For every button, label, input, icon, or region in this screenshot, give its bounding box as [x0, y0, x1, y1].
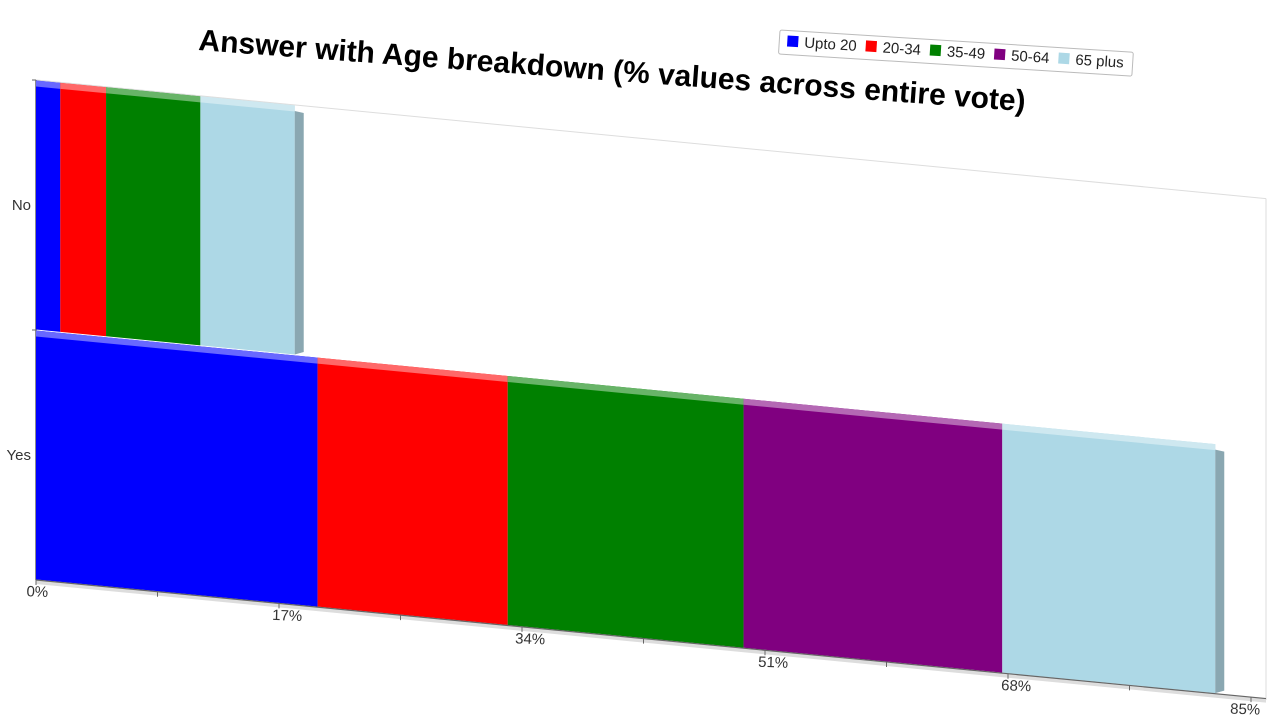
legend-label: 50-64 — [1011, 48, 1050, 67]
bar-no-20-34 — [60, 82, 107, 337]
bar-yes-20-34 — [317, 357, 508, 625]
bar-end-face — [1215, 449, 1225, 694]
legend-swatch — [786, 35, 799, 48]
bar-top-face — [743, 398, 1003, 430]
legend-swatch — [1058, 52, 1070, 65]
x-axis-line — [35, 579, 1267, 700]
frame-top-line — [35, 79, 1267, 200]
bar-top-face — [36, 330, 318, 364]
x-tick-label: 68% — [1001, 677, 1032, 695]
x-axis: 0% 17% 34% 51% 68% 85% — [26, 579, 1267, 719]
bar-top-face — [1002, 423, 1216, 451]
category-label-yes: Yes — [7, 447, 31, 464]
legend-label: 20-34 — [882, 39, 921, 58]
bar-top-face — [60, 82, 107, 94]
category-label-no: No — [12, 197, 31, 214]
legend: Upto 20 20-34 35-49 50-64 65 plus — [778, 29, 1134, 77]
legend-label: Upto 20 — [804, 35, 858, 55]
bar-yes-upto-20 — [36, 330, 318, 607]
bar-top-face — [36, 80, 61, 89]
x-tick-label: 85% — [1230, 701, 1261, 719]
bar-top-face — [507, 375, 744, 405]
bar-no-35-49 — [106, 87, 201, 346]
x-tick-label: 51% — [758, 654, 789, 672]
x-tick-label: 0% — [26, 583, 48, 601]
legend-swatch — [993, 48, 1006, 61]
bar-no-upto-20 — [36, 80, 61, 332]
legend-swatch — [865, 40, 878, 53]
legend-swatch — [929, 44, 942, 57]
bar-no-65-plus — [200, 96, 295, 355]
legend-label: 35-49 — [946, 44, 985, 63]
bar-yes-50-64 — [743, 398, 1003, 673]
x-tick-label: 17% — [272, 607, 303, 625]
bar-top-face — [106, 87, 201, 103]
bars-layer — [36, 80, 1225, 694]
x-tick-label: 34% — [515, 630, 546, 648]
y-axis: No Yes — [7, 197, 31, 464]
bar-yes-65-plus — [1002, 423, 1216, 694]
legend-label: 65 plus — [1075, 52, 1124, 72]
bar-top-face — [200, 96, 295, 112]
bar-top-face — [317, 357, 508, 382]
bar-yes-35-49 — [507, 375, 744, 648]
bar-end-face — [294, 110, 304, 355]
x-axis-floor — [36, 580, 1266, 703]
